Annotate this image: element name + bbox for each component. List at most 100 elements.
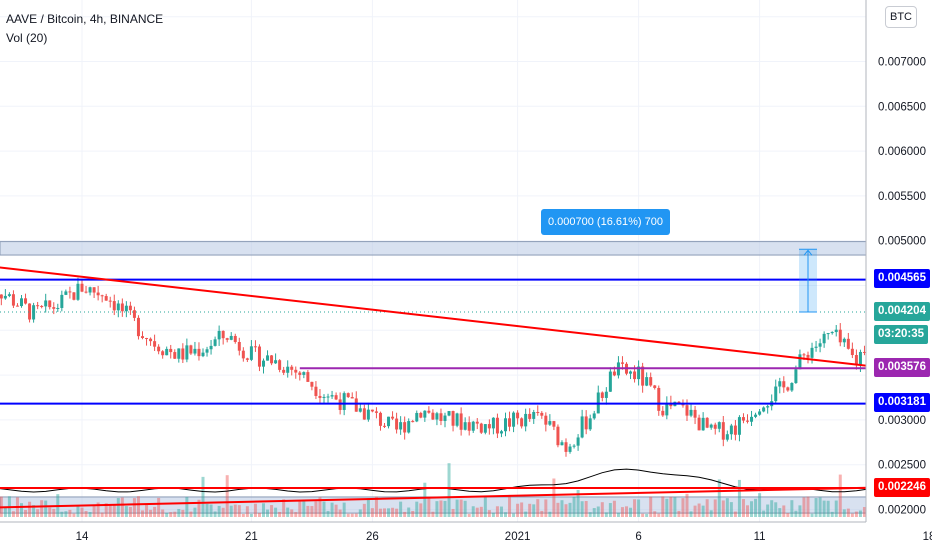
volume-bar xyxy=(838,474,842,517)
candle-body xyxy=(322,396,326,398)
volume-bar xyxy=(84,511,88,517)
volume-bar xyxy=(120,497,124,517)
x-tick-label: 18 xyxy=(923,531,932,543)
volume-bar xyxy=(794,510,798,517)
candle-body xyxy=(447,411,451,416)
volume-bar xyxy=(455,499,459,517)
volume-bar xyxy=(145,504,149,517)
candle-body xyxy=(439,413,443,421)
volume-bar xyxy=(68,509,72,517)
candle-body xyxy=(233,335,237,342)
volume-bar xyxy=(318,497,322,517)
volume-bar xyxy=(491,512,495,517)
volume-bar xyxy=(717,479,721,517)
volume-bar xyxy=(790,500,794,517)
candle-body xyxy=(28,303,32,320)
candle-body xyxy=(189,345,193,354)
candle-body xyxy=(169,348,173,353)
candle-body xyxy=(556,426,560,446)
x-tick-label: 11 xyxy=(754,531,766,543)
candle-body xyxy=(173,352,177,359)
volume-bar xyxy=(576,489,580,517)
candle-body xyxy=(306,372,310,382)
trendline xyxy=(0,266,932,375)
volume-bar xyxy=(36,509,40,517)
volume-bar xyxy=(225,475,229,517)
volume-bar xyxy=(689,511,693,517)
volume-bar xyxy=(342,502,346,517)
volume-bar xyxy=(415,501,419,517)
volume-bar xyxy=(403,511,407,517)
candle-body xyxy=(536,412,540,414)
candle-body xyxy=(100,295,104,297)
volume-bar xyxy=(463,500,467,517)
volume-bar xyxy=(358,509,362,517)
volume-indicator-label[interactable]: Vol (20) xyxy=(6,31,48,45)
volume-bar xyxy=(370,508,374,517)
candle-body xyxy=(374,411,378,413)
volume-bar xyxy=(552,478,556,517)
candle-body xyxy=(112,301,116,311)
candle-body xyxy=(641,366,645,386)
volume-bar xyxy=(253,503,257,517)
volume-bar xyxy=(786,513,790,517)
volume-bar xyxy=(11,511,15,517)
candle-body xyxy=(471,421,475,431)
candle-body xyxy=(487,424,491,429)
volume-bar xyxy=(141,510,144,517)
volume-bar xyxy=(665,498,669,517)
volume-bar xyxy=(88,512,92,517)
volume-bar xyxy=(185,496,189,517)
volume-bar xyxy=(165,512,169,517)
volume-bar xyxy=(814,498,818,517)
candle-body xyxy=(693,409,697,418)
candle-body xyxy=(750,416,754,422)
currency-button[interactable]: BTC xyxy=(885,6,917,28)
candle-body xyxy=(52,307,56,309)
candle-body xyxy=(499,431,503,434)
candle-body xyxy=(657,387,661,411)
volume-bar xyxy=(471,506,475,517)
volume-bar xyxy=(572,496,576,517)
candle-body xyxy=(508,418,512,427)
candle-body xyxy=(314,386,318,396)
volume-bar xyxy=(306,505,310,517)
volume-bar xyxy=(673,497,677,517)
trendlines xyxy=(0,266,932,509)
y-tick-label: 0.007000 xyxy=(878,57,926,69)
candle-body xyxy=(633,371,637,380)
candle-body xyxy=(165,348,169,356)
candle-body xyxy=(181,348,185,360)
x-tick-label: 14 xyxy=(76,531,89,543)
candle-body xyxy=(262,360,265,367)
candle-body xyxy=(157,346,161,352)
candle-body xyxy=(221,330,225,339)
candle-body xyxy=(504,418,507,432)
volume-bar xyxy=(435,501,439,517)
candle-body xyxy=(818,343,822,347)
candle-body xyxy=(419,412,423,418)
candle-body xyxy=(564,442,568,452)
volume-bar xyxy=(709,510,713,517)
volume-bar xyxy=(560,500,564,517)
volume-bar xyxy=(737,479,741,517)
candle-body xyxy=(661,410,665,416)
candle-body xyxy=(592,413,596,419)
volume-bar xyxy=(544,499,548,517)
candle-body xyxy=(253,346,257,348)
candle-body xyxy=(705,417,709,428)
volume-bar xyxy=(568,502,572,517)
candle-body xyxy=(132,310,136,318)
volume-bar xyxy=(395,508,399,517)
x-tick-label: 26 xyxy=(366,531,379,543)
candle-body xyxy=(725,434,729,440)
candle-body xyxy=(278,360,282,370)
volume-bar xyxy=(100,512,104,517)
volume-bar xyxy=(362,503,366,517)
candle-body xyxy=(354,398,358,412)
candle-body xyxy=(467,422,471,431)
candle-body xyxy=(697,417,701,431)
candle-body xyxy=(435,413,439,420)
volume-bar xyxy=(495,506,499,517)
